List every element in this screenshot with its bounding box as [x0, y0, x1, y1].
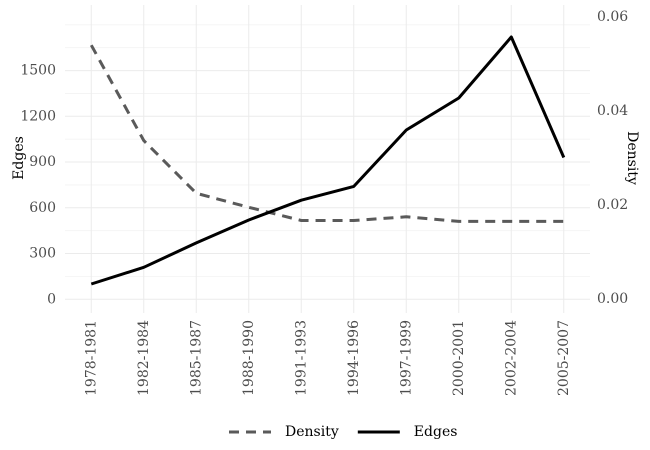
x-tick-label: 1988-1990 — [241, 320, 257, 396]
series-line-density — [89, 44, 564, 223]
y-tick-label-right: 0.04 — [597, 103, 628, 119]
y-tick-label-left: 1500 — [20, 63, 56, 79]
x-tick-label: 1985-1987 — [188, 320, 204, 396]
y-tick-label-right: 0.00 — [597, 291, 628, 307]
x-tick-label: 2002-2004 — [503, 320, 519, 396]
legend: Density Edges — [229, 424, 457, 440]
x-tick-label: 2000-2001 — [451, 320, 467, 396]
y-tick-label-left: 600 — [29, 200, 56, 216]
legend-label-density: Density — [285, 424, 339, 440]
series-line-edges — [90, 35, 566, 286]
x-tick-label: 1978-1981 — [83, 320, 99, 396]
y-tick-label-left: 0 — [47, 291, 56, 307]
x-tick-label: 1994-1996 — [346, 320, 362, 396]
x-tick-label: 1982-1984 — [136, 320, 152, 396]
y-tick-label-right: 0.06 — [597, 9, 628, 25]
x-tick-label: 1997-1999 — [398, 320, 414, 396]
y-tick-label-left: 300 — [29, 246, 56, 262]
y-tick-label-left: 1200 — [20, 108, 56, 124]
grid — [65, 5, 590, 313]
series-lines — [89, 35, 566, 286]
x-tick-label: 1991-1993 — [293, 320, 309, 396]
y-tick-label-right: 0.02 — [597, 197, 628, 213]
legend-label-edges: Edges — [414, 424, 458, 440]
y-axis-title-right: Density — [624, 131, 640, 185]
x-tick-label: 2005-2007 — [556, 320, 572, 396]
y-axis-title-left: Edges — [11, 136, 27, 180]
y-tick-label-left: 900 — [29, 154, 56, 170]
axes: 0 300 600 900 1200 1500 0.00 0.02 0.04 0.06 1978-1… — [20, 9, 628, 396]
